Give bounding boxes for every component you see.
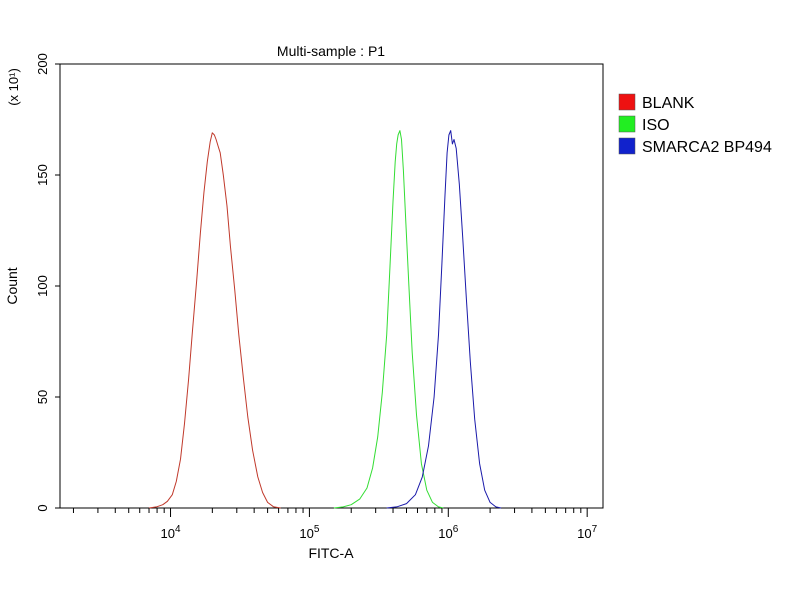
y-axis: 0 50 100 150 200 bbox=[35, 53, 60, 512]
legend-label: BLANK bbox=[642, 95, 695, 112]
x-tick-base: 10 bbox=[438, 526, 452, 541]
x-tick-base: 10 bbox=[577, 526, 591, 541]
x-axis: 104 105 106 107 bbox=[72, 508, 598, 541]
x-tick-exponent: 5 bbox=[314, 524, 320, 535]
x-tick-exponent: 7 bbox=[592, 524, 598, 535]
x-axis-label: FITC-A bbox=[308, 545, 354, 561]
x-tick-exponent: 4 bbox=[175, 524, 181, 535]
y-tick-label: 200 bbox=[35, 53, 50, 75]
legend-swatch bbox=[618, 137, 636, 155]
plot-frame bbox=[59, 63, 604, 509]
y-tick-label: 150 bbox=[35, 164, 50, 186]
x-tick-label: 105 bbox=[299, 524, 319, 541]
x-tick-base: 10 bbox=[299, 526, 313, 541]
y-multiplier-label: (x 10¹) bbox=[6, 68, 21, 106]
legend-label: ISO bbox=[642, 117, 670, 134]
legend-label: SMARCA2 BP494 bbox=[642, 139, 772, 156]
y-tick-label: 0 bbox=[35, 504, 50, 511]
y-tick-label: 100 bbox=[35, 275, 50, 297]
y-tick-label: 50 bbox=[35, 390, 50, 404]
series-line-smarca2-bp494 bbox=[386, 130, 502, 509]
x-tick-label: 106 bbox=[438, 524, 458, 541]
x-tick-label: 107 bbox=[577, 524, 597, 541]
legend-swatch bbox=[618, 115, 636, 133]
series-line-iso bbox=[333, 130, 444, 509]
series-line-blank bbox=[148, 132, 281, 509]
x-tick-base: 10 bbox=[161, 526, 175, 541]
chart-title: Multi-sample : P1 bbox=[277, 43, 385, 59]
series-curves bbox=[148, 130, 502, 509]
legend: BLANK ISO SMARCA2 BP494 bbox=[618, 93, 772, 156]
y-axis-label: Count bbox=[4, 267, 20, 304]
legend-swatch bbox=[618, 93, 636, 111]
x-tick-label: 104 bbox=[161, 524, 181, 541]
x-tick-exponent: 6 bbox=[453, 524, 459, 535]
